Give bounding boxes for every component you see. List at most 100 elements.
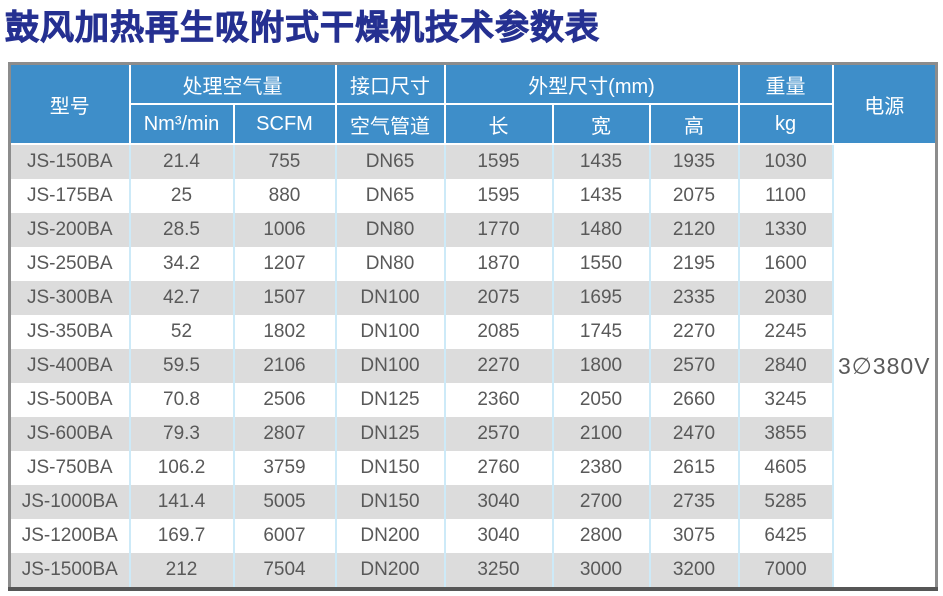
table-cell: 1595 [443,144,554,179]
table-cell: 1935 [648,144,740,179]
table-cell: 1207 [232,247,337,281]
table-row: JS-200BA 28.5 1006 DN80 1770 1480 2120 1330 [8,213,937,247]
col-header-power: 电源 [831,62,938,145]
table-cell: 1745 [551,315,651,349]
table-cell: 3075 [648,519,740,553]
table-cell: 3245 [737,383,834,417]
table-cell: 3040 [443,519,554,553]
table-cell: 34.2 [128,247,235,281]
table-cell: JS-1000BA [8,485,131,519]
table-cell: 3040 [443,485,554,519]
header-row-2: Nm³/min SCFM 空气管道 长 宽 高 kg [10,103,937,145]
header-row-1: 型号 处理空气量 接口尺寸 外型尺寸(mm) 重量 电源 [8,62,938,145]
table-cell: JS-150BA [8,144,131,179]
table-cell: 2085 [443,315,554,349]
table-cell: 4605 [737,451,834,485]
col-header-scfm: SCFM [232,103,337,145]
table-cell: 1507 [232,281,337,315]
table-cell: 1695 [551,281,651,315]
table-cell: 42.7 [128,281,235,315]
table-row: JS-300BA 42.7 1507 DN100 2075 1695 2335 2030 [8,281,937,315]
power-value-cell: 3∅380V [831,144,938,589]
table-cell: 25 [128,179,235,213]
table-cell: 2270 [648,315,740,349]
table-cell: 2506 [232,383,337,417]
table-cell: 28.5 [128,213,235,247]
table-cell: DN150 [334,451,446,485]
table-cell: 1435 [551,144,651,179]
table-cell: 880 [232,179,337,213]
table-row: JS-750BA 106.2 3759 DN150 2760 2380 2615 4605 [8,451,937,485]
table-cell: 2245 [737,315,834,349]
table-cell: 1435 [551,179,651,213]
table-cell: 70.8 [128,383,235,417]
table-row: JS-1200BA 169.7 6007 DN200 3040 2800 3075 6425 [8,519,937,553]
table-cell: 1800 [551,349,651,383]
table-cell: JS-1500BA [8,553,131,589]
table-cell: JS-250BA [8,247,131,281]
page-title: 鼓风加热再生吸附式干燥机技术参数表 [5,9,600,48]
table-cell: JS-350BA [8,315,131,349]
table-cell: 2335 [648,281,740,315]
col-header-length: 长 [443,103,554,145]
table-row: JS-250BA 34.2 1207 DN80 1870 1550 2195 1600 [8,247,937,281]
table-cell: 2360 [443,383,554,417]
table-cell: JS-175BA [8,179,131,213]
table-cell: 169.7 [128,519,235,553]
table-cell: 1550 [551,247,651,281]
table-cell: DN125 [334,383,446,417]
table-row: JS-150BA 21.4 755 DN65 1595 1435 1935 1030 3∅380… [8,144,938,589]
table-header: 型号 处理空气量 接口尺寸 外型尺寸(mm) 重量 电源 Nm³/min SCF… [8,62,938,145]
table-cell: 2660 [648,383,740,417]
col-header-air-volume-group: 处理空气量 [128,62,337,105]
table-cell: 2807 [232,417,337,451]
table-body: JS-150BA 21.4 755 DN65 1595 1435 1935 1030 3∅380… [8,144,938,589]
table-cell: JS-500BA [8,383,131,417]
table-row: JS-600BA 79.3 2807 DN125 2570 2100 2470 3855 [8,417,937,451]
table-cell: JS-400BA [8,349,131,383]
table-cell: 2195 [648,247,740,281]
table-cell: 21.4 [128,144,235,179]
table-row: JS-400BA 59.5 2106 DN100 2270 1800 2570 2840 [8,349,937,383]
table-cell: DN65 [334,179,446,213]
table-cell: 2735 [648,485,740,519]
table-cell: JS-600BA [8,417,131,451]
table-cell: DN125 [334,417,446,451]
table-cell: 5005 [232,485,337,519]
table-cell: JS-200BA [8,213,131,247]
table-cell: 2050 [551,383,651,417]
table-cell: DN200 [334,519,446,553]
table-cell: 5285 [737,485,834,519]
table-cell: 2100 [551,417,651,451]
col-header-height: 高 [648,103,740,145]
table-cell: 1480 [551,213,651,247]
table-cell: JS-1200BA [8,519,131,553]
col-header-width: 宽 [551,103,651,145]
col-header-weight-group: 重量 [737,62,834,105]
table-cell: 2106 [232,349,337,383]
table-cell: 7504 [232,553,337,589]
col-header-interface-group: 接口尺寸 [334,62,446,105]
col-header-kg: kg [737,103,834,145]
table-cell: 52 [128,315,235,349]
table-cell: 3855 [737,417,834,451]
table-cell: 212 [128,553,235,589]
table-cell: DN100 [334,315,446,349]
table-cell: 141.4 [128,485,235,519]
table-cell: 1595 [443,179,554,213]
table-cell: DN65 [334,144,446,179]
table-cell: DN100 [334,349,446,383]
table-cell: 1030 [737,144,834,179]
table-cell: 2030 [737,281,834,315]
table-cell: 3250 [443,553,554,589]
table-cell: 59.5 [128,349,235,383]
table-cell: DN150 [334,485,446,519]
table-row: JS-1500BA 212 7504 DN200 3250 3000 3200 7000 [8,553,937,589]
table-cell: 3200 [648,553,740,589]
table-cell: 2615 [648,451,740,485]
col-header-model: 型号 [8,62,131,145]
col-header-dimensions-group: 外型尺寸(mm) [443,62,740,105]
table-cell: 7000 [737,553,834,589]
table-cell: 1100 [737,179,834,213]
